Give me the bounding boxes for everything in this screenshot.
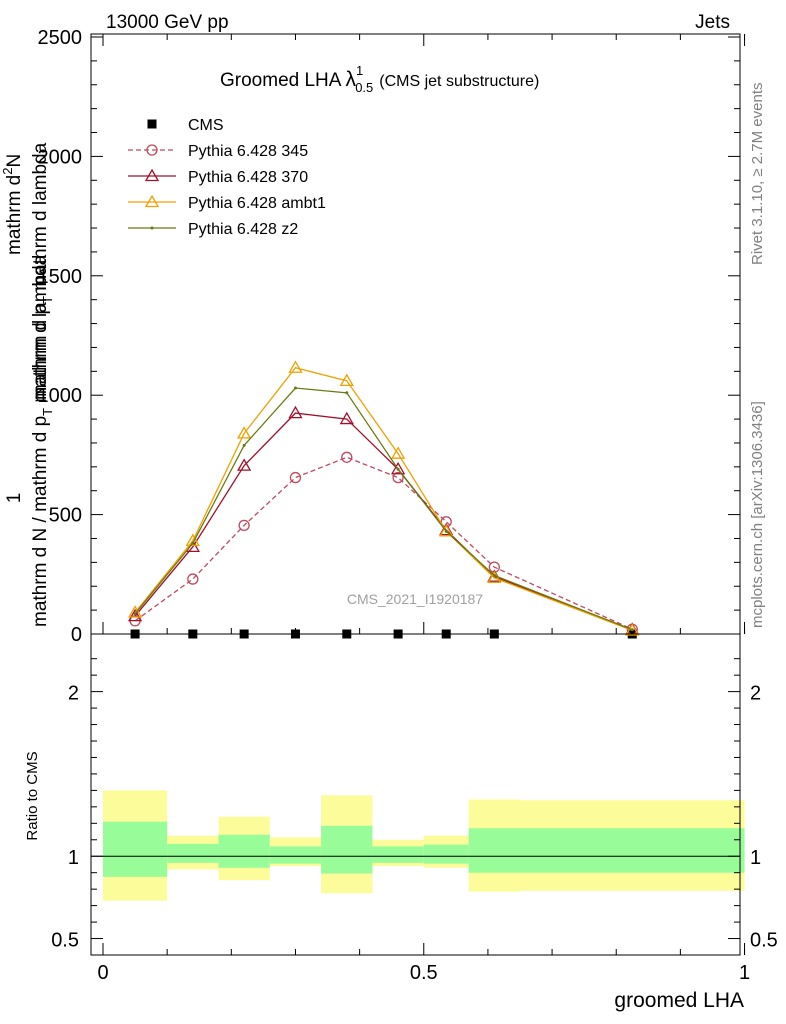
ratio-ylabel: Ratio to CMS: [24, 751, 41, 840]
ratio-tick-label-right-0: 0.5: [750, 930, 778, 952]
ylabel-num: 1: [4, 493, 25, 504]
point-2-4: [339, 411, 354, 425]
legend-label-0: CMS: [188, 117, 224, 134]
x-tick-label-1: 0.5: [410, 962, 438, 984]
xlabel: groomed LHA: [614, 989, 744, 1012]
legend-marker-1: [146, 144, 158, 156]
point-4-2: [242, 443, 246, 447]
y-tick-label-0: 0: [71, 624, 82, 646]
legend-marker-3: [144, 194, 160, 208]
series-line-3: [134, 367, 633, 632]
legend: CMS Pythia 6.428 345 Pythia 6.428 370 Pythi…: [128, 117, 326, 238]
point-2-3: [288, 405, 303, 419]
frames: [90, 33, 741, 956]
ratio-band-inner-0: [103, 821, 168, 877]
x-tick-label-2: 1: [739, 962, 750, 984]
ylabel-den: mathrm d N / mathrm d pT mathrm d lambda: [30, 254, 55, 627]
point-1-2: [238, 519, 250, 531]
y-tick-label-5: 2500: [38, 27, 83, 49]
ylabel-top: mathrm d2N: [0, 154, 25, 255]
point-2-2: [237, 458, 252, 471]
ratio-tick-label-0: 0.5: [51, 930, 79, 952]
ratio-tick-label-right-1: 1: [750, 847, 761, 869]
ratio-tick-label-2: 2: [68, 683, 79, 705]
ratio-tick-label-1: 1: [68, 847, 79, 869]
title-main: Groomed LHA: [220, 70, 342, 91]
legend-item-2: Pythia 6.428 370: [128, 168, 308, 186]
point-3-6: [439, 524, 454, 537]
point-2-0: [127, 608, 143, 622]
y-tick-label-4: 2000: [38, 146, 83, 168]
point-1-6: [440, 516, 452, 528]
point-3-3: [288, 360, 303, 373]
main-ylabel: 1 mathrm d N / mathrm d pT mathrm d lamb…: [0, 142, 55, 627]
point-3-1: [185, 533, 200, 547]
point-4-4: [345, 391, 349, 395]
ylabel-top2: mathrm d pT mathrm d lambda: [30, 142, 55, 400]
legend-label-1: Pythia 6.428 345: [188, 143, 308, 160]
legend-label-3: Pythia 6.428 ambt1: [188, 195, 326, 212]
ratio-frame: [90, 633, 741, 956]
ratio-band-inner-6: [423, 844, 469, 864]
ratio-band-inner-3: [269, 846, 322, 864]
point-4-0: [133, 612, 137, 616]
title-lambda: λ: [345, 68, 356, 91]
header-left: 13000 GeV pp: [106, 12, 229, 33]
point-3-8: [625, 623, 640, 636]
y-tick-label-1: 500: [49, 505, 82, 527]
watermark: CMS_2021_I1920187: [347, 591, 483, 607]
legend-marker-0: [147, 119, 157, 129]
point-1-5: [392, 471, 404, 484]
point-3-2: [237, 426, 252, 439]
point-4-5: [396, 467, 400, 471]
point-4-7: [492, 573, 496, 577]
point-2-5: [390, 461, 406, 475]
point-3-4: [339, 373, 354, 387]
point-3-0: [127, 605, 143, 618]
rivet-label: Rivet 3.1.10, ≥ 2.7M events: [749, 83, 766, 266]
title: Groomed LHA λ1 0.5 (CMS jet substructure): [220, 63, 539, 95]
legend-marker-2: [144, 168, 160, 182]
legend-item-1: Pythia 6.428 345: [128, 143, 308, 160]
title-note: (CMS jet substructure): [379, 73, 539, 90]
series-4: [133, 386, 634, 632]
y-tick-label-3: 1500: [38, 266, 83, 288]
legend-label-2: Pythia 6.428 370: [188, 169, 308, 186]
ratio-bands: [103, 790, 745, 901]
legend-item-3: Pythia 6.428 ambt1: [128, 194, 326, 212]
ratio-band-inner-7: [468, 828, 520, 873]
mcplots-label: mcplots.cern.ch [arXiv:1306.3436]: [749, 401, 766, 628]
point-4-1: [191, 541, 195, 545]
point-1-1: [187, 573, 199, 585]
point-4-8: [630, 628, 634, 632]
ratio-band-inner-1: [167, 843, 219, 863]
ratio-band-inner-4: [321, 825, 373, 874]
ratio-tick-label-right-2: 2: [750, 683, 761, 705]
series-3: [127, 360, 640, 636]
title-sup: 1: [356, 63, 363, 78]
ratio-band-inner-2: [218, 834, 270, 868]
legend-item-4: Pythia 6.428 z2: [128, 221, 298, 238]
point-1-4: [341, 451, 353, 463]
point-1-3: [289, 471, 302, 484]
legend-marker-4: [150, 226, 154, 230]
series-line-1: [134, 456, 633, 630]
point-4-6: [444, 529, 448, 533]
x-tick-label-0: 0: [97, 962, 108, 984]
ratio-band-inner-5: [372, 846, 424, 863]
legend-label-4: Pythia 6.428 z2: [188, 221, 298, 238]
header-right: Jets: [695, 12, 730, 33]
ratio-band-inner-8: [519, 828, 745, 873]
point-4-3: [293, 386, 297, 390]
legend-item-0: CMS: [147, 117, 224, 134]
point-3-5: [390, 446, 406, 459]
title-sub: 0.5: [355, 80, 373, 95]
y-tick-label-2: 1000: [38, 385, 83, 407]
